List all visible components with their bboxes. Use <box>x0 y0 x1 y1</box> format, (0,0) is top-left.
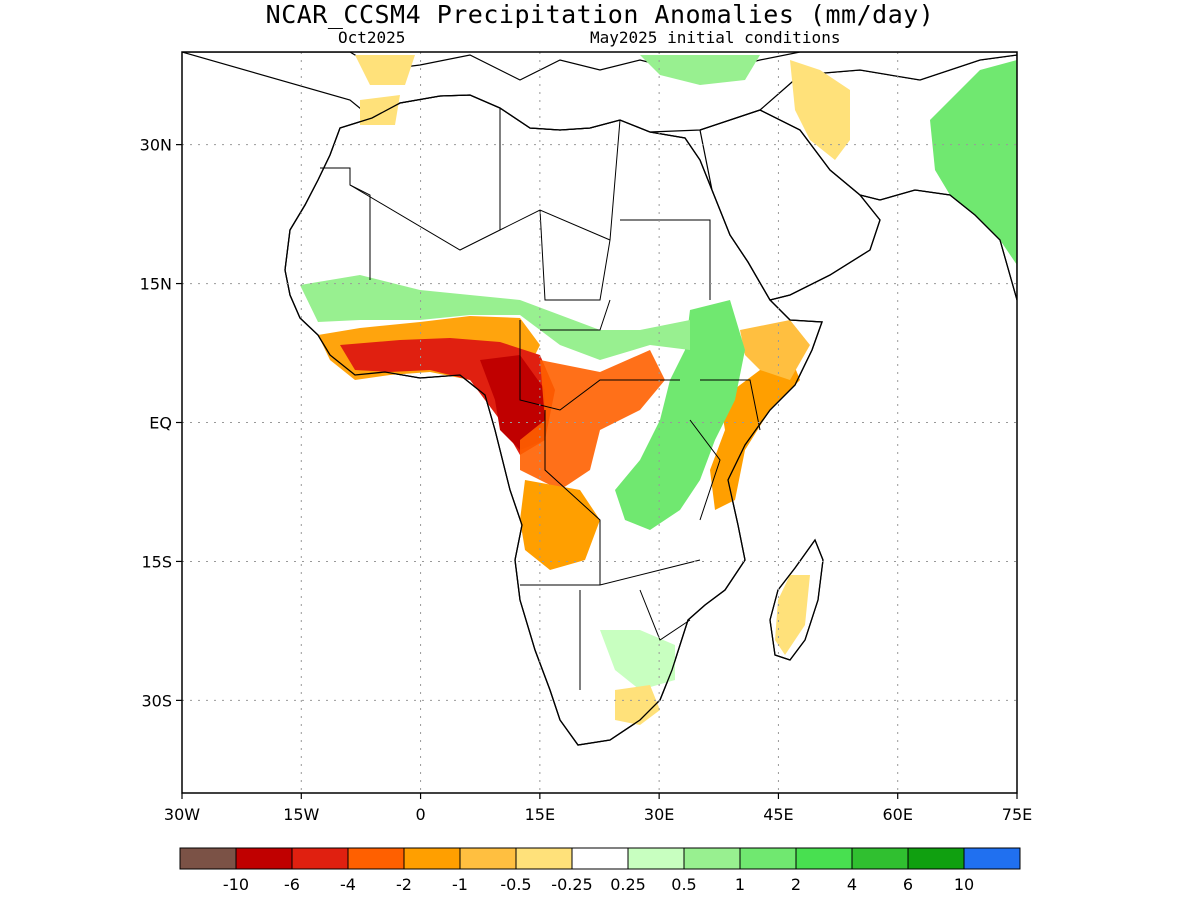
lon-tick-label: 30W <box>164 805 200 824</box>
colorbar-label: -10 <box>223 875 249 894</box>
colorbar-swatch <box>683 847 741 870</box>
lat-tick-label: 30N <box>140 136 172 155</box>
colorbar-label: -1 <box>452 875 468 894</box>
anomaly-central-africa-dry <box>520 350 665 490</box>
chart-title: NCAR_CCSM4 Precipitation Anomalies (mm/d… <box>265 0 935 29</box>
axis-labels: 30N 15N EQ 15S 30S 30W 15W 0 15E 30E 45E 60E 75E <box>140 136 1033 824</box>
anomaly-arabia-dry <box>790 60 850 160</box>
colorbar-label: 0.5 <box>671 875 696 894</box>
colorbar-label: -0.25 <box>551 875 592 894</box>
colorbar-swatch <box>963 847 1021 870</box>
lat-tick-label: 30S <box>141 691 172 710</box>
colorbar-label: 0.25 <box>610 875 646 894</box>
colorbar-swatch <box>347 847 405 870</box>
anomaly-india-wet <box>930 60 1017 265</box>
lat-tick-label: 15S <box>141 552 172 571</box>
anomaly-sahel-wet <box>300 275 690 360</box>
country-borders <box>320 108 761 690</box>
anomaly-angola-dry <box>520 480 600 570</box>
colorbar-label: 10 <box>954 875 974 894</box>
anomaly-north-africa-dry <box>355 55 415 85</box>
lon-tick-label: 15W <box>283 805 319 824</box>
colorbar-swatch <box>907 847 965 870</box>
colorbar-swatch <box>571 847 629 870</box>
anomaly-horn-light-dry <box>740 320 810 380</box>
lon-tick-label: 75E <box>1002 805 1032 824</box>
lat-tick-label: 15N <box>140 275 172 294</box>
colorbar-label: 4 <box>847 875 857 894</box>
anomaly-mediterranean-wet <box>640 55 760 85</box>
colorbar-label: 2 <box>791 875 801 894</box>
coastlines <box>284 94 1017 746</box>
lon-tick-label: 15E <box>525 805 555 824</box>
anomaly-east-africa-wet <box>615 300 745 530</box>
graticule <box>182 52 1017 793</box>
colorbar-label: -6 <box>284 875 300 894</box>
colorbar-swatch <box>291 847 349 870</box>
colorbar-swatch <box>795 847 853 870</box>
forecast-month: Oct2025 <box>338 28 406 47</box>
colorbar-label: -4 <box>340 875 356 894</box>
anomaly-congo-core-dry <box>480 355 545 450</box>
colorbar-swatch <box>851 847 909 870</box>
anomaly-morocco-dry <box>360 95 400 125</box>
axis-ticks <box>176 144 1018 799</box>
colorbar-label: -2 <box>396 875 412 894</box>
colorbar-swatch <box>459 847 517 870</box>
colorbar-swatch <box>179 847 237 870</box>
initial-conditions: May2025 initial conditions <box>590 28 841 47</box>
lat-tick-label: EQ <box>149 414 172 433</box>
map-plot-area <box>182 52 1017 793</box>
colorbar-swatch <box>403 847 461 870</box>
anomaly-madagascar-dry <box>775 575 810 655</box>
colorbar: -10 -6 -4 -2 -1 -0.5 -0.25 0.25 0.5 1 2 4 6 10 <box>179 847 1021 894</box>
anomaly-southern-africa-wet <box>600 630 675 690</box>
colorbar-swatch <box>627 847 685 870</box>
anomaly-shading <box>300 55 1017 725</box>
colorbar-label: -0.5 <box>500 875 531 894</box>
colorbar-swatch <box>739 847 797 870</box>
colorbar-label: 6 <box>903 875 913 894</box>
lon-tick-label: 60E <box>882 805 912 824</box>
lon-tick-label: 0 <box>415 805 425 824</box>
lon-tick-label: 45E <box>763 805 793 824</box>
colorbar-label: 1 <box>735 875 745 894</box>
colorbar-swatch <box>235 847 293 870</box>
anomaly-south-africa-dry <box>615 685 660 725</box>
colorbar-swatch <box>515 847 573 870</box>
lon-tick-label: 30E <box>644 805 674 824</box>
